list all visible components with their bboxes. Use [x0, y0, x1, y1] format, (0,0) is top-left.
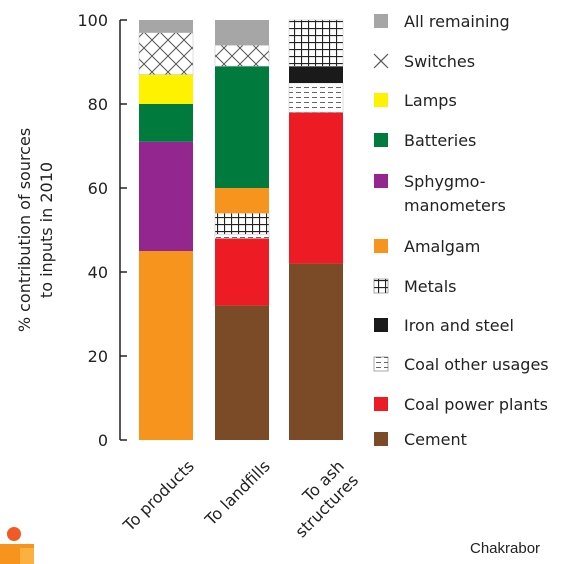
bar-segment	[215, 20, 269, 46]
legend-swatch	[374, 397, 388, 411]
x-tick-label: To landfills	[201, 456, 274, 529]
bar-segment	[214, 44, 270, 67]
bar-segment	[139, 251, 193, 440]
legend-label: Switches	[404, 52, 475, 71]
legend-label: Metals	[404, 277, 457, 296]
legend-label: Lamps	[404, 91, 457, 110]
x-tick-label: To products	[119, 456, 198, 535]
legend-swatch	[374, 432, 388, 446]
legend-swatch	[373, 356, 389, 372]
y-label-line: % contribution of sources	[15, 128, 34, 332]
x-label: To products	[119, 456, 198, 535]
legend-swatch	[374, 93, 388, 107]
legend-label: Coal other usages	[404, 355, 549, 374]
x-tick-label: To ashstructures	[277, 456, 362, 541]
legend-label: Cement	[404, 430, 467, 449]
bar-segment	[139, 141, 193, 251]
bar-segment	[215, 305, 269, 440]
bar-segment	[139, 74, 193, 104]
legend-swatch	[374, 239, 388, 253]
bar-segment	[138, 32, 194, 75]
legend-swatch	[374, 318, 388, 332]
y-tick-label: 60	[88, 179, 108, 198]
bar-segment	[215, 188, 269, 214]
y-tick-label: 40	[88, 263, 108, 282]
bar-segment	[288, 19, 344, 67]
bar-segment	[288, 82, 344, 113]
x-label: To ashstructures	[277, 456, 362, 541]
y-axis-label: % contribution of sources to inputs in 20…	[15, 128, 56, 332]
legend-label: Batteries	[404, 131, 476, 150]
x-label: To landfills	[201, 456, 274, 529]
legend-label: Sphygmo-manometers	[404, 172, 506, 215]
legend-label: Coal power plants	[404, 395, 548, 414]
bar-segment	[214, 212, 270, 235]
y-tick-label: 0	[98, 431, 108, 450]
legend-swatch	[373, 278, 389, 294]
credit: Chakrabor	[470, 540, 540, 557]
legend-swatch	[374, 14, 388, 28]
bar-segment	[289, 66, 343, 83]
legend-label: All remaining	[404, 12, 510, 31]
bar-segment	[289, 263, 343, 440]
y-tick-label: 80	[88, 95, 108, 114]
bar-segment	[289, 112, 343, 264]
logo	[0, 527, 34, 564]
y-tick-label: 100	[77, 11, 108, 30]
y-label-line: to inputs in 2010	[37, 162, 56, 298]
bar-segment	[214, 233, 270, 239]
y-tick-label: 20	[88, 347, 108, 366]
legend-label: Amalgam	[404, 237, 480, 256]
legend-label: Iron and steel	[404, 316, 514, 335]
legend-swatch	[374, 174, 388, 188]
legend-swatch	[373, 53, 389, 69]
bar-segment	[215, 238, 269, 306]
bar-segment	[139, 20, 193, 33]
legend-swatch	[374, 133, 388, 147]
bar-segment	[139, 104, 193, 142]
bar-segment	[215, 66, 269, 188]
